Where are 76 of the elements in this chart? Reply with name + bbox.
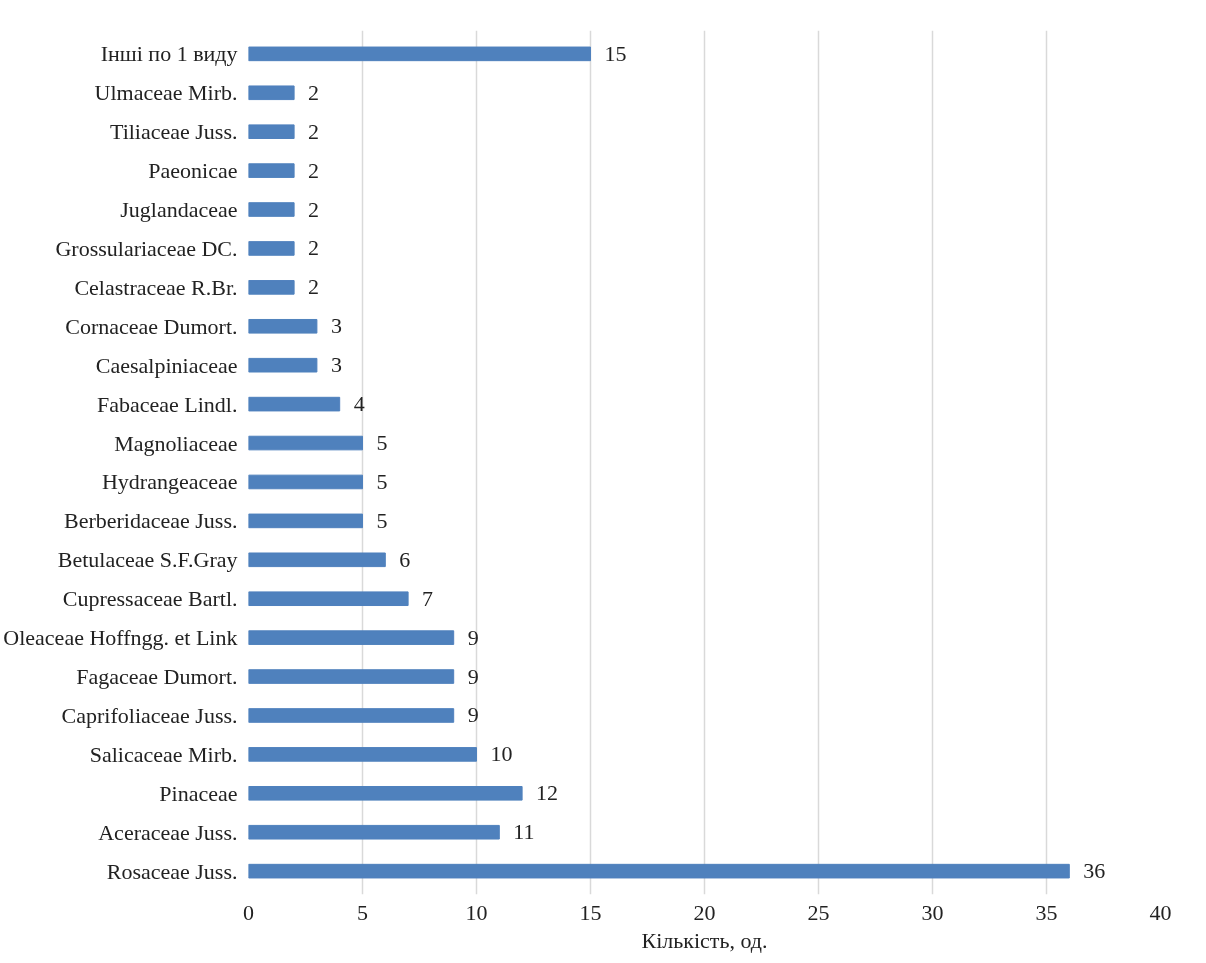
bar xyxy=(248,863,1070,879)
bar xyxy=(248,46,591,62)
y-tick-label: Paeonicae xyxy=(148,158,238,184)
y-tick-label: Hydrangeaceae xyxy=(101,469,238,495)
bar xyxy=(248,163,295,178)
y-tick-label: Magnoliaceae xyxy=(114,430,238,456)
data-label: 2 xyxy=(308,79,320,105)
data-label: 2 xyxy=(308,157,320,183)
y-tick-label: Rosaceae Juss. xyxy=(106,858,238,884)
bar xyxy=(248,318,318,334)
bar xyxy=(248,435,363,451)
y-tick-label: Betulaceae S.F.Gray xyxy=(57,547,238,573)
data-label: 3 xyxy=(330,313,342,339)
x-tick-label: 10 xyxy=(465,899,488,925)
y-tick-label: Tiliaceae Juss. xyxy=(109,119,238,145)
bar xyxy=(248,241,295,256)
y-tick-label: Cornaceae Dumort. xyxy=(65,313,238,339)
bar xyxy=(248,591,409,607)
x-tick-label: 20 xyxy=(693,899,716,925)
bar xyxy=(248,552,386,568)
data-label: 7 xyxy=(422,585,434,611)
bar xyxy=(248,202,295,217)
bar xyxy=(248,357,318,373)
x-tick-label: 15 xyxy=(579,899,602,925)
data-label: 5 xyxy=(376,507,388,533)
data-label: 2 xyxy=(308,118,320,144)
data-label: 2 xyxy=(308,235,320,261)
x-tick-label: 30 xyxy=(921,899,944,925)
data-label: 2 xyxy=(308,274,320,300)
x-tick-label: 25 xyxy=(807,899,830,925)
data-label: 5 xyxy=(376,430,388,456)
data-label: 15 xyxy=(604,40,627,66)
y-tick-label: Fabaceae Lindl. xyxy=(97,391,238,417)
y-tick-label: Oleaceae Hoffngg. et Link xyxy=(3,625,238,651)
data-label: 5 xyxy=(376,468,388,494)
bar xyxy=(248,124,295,139)
bar xyxy=(248,824,500,840)
y-tick-label: Cupressaceae Bartl. xyxy=(62,586,238,612)
bar xyxy=(248,669,455,684)
y-tick-label: Salicaceae Mirb. xyxy=(89,741,238,767)
y-tick-label: Celastraceae R.Br. xyxy=(74,274,238,300)
data-label: 9 xyxy=(467,624,479,650)
bar xyxy=(248,396,341,412)
x-tick-label: 35 xyxy=(1035,899,1058,925)
y-tick-label: Ulmaceae Mirb. xyxy=(94,80,238,106)
data-label: 3 xyxy=(330,352,342,378)
x-tick-label: 0 xyxy=(243,899,254,925)
bar xyxy=(248,85,295,101)
data-label: 6 xyxy=(399,546,411,572)
bar xyxy=(248,280,295,295)
y-tick-label: Pinaceae xyxy=(159,780,238,806)
bar xyxy=(248,786,523,801)
bar xyxy=(248,474,363,490)
x-tick-label: 40 xyxy=(1149,899,1172,925)
data-label: 10 xyxy=(490,741,513,767)
y-tick-label: Fagaceae Dumort. xyxy=(76,664,238,690)
bar xyxy=(248,747,477,762)
y-tick-label: Juglandaceae xyxy=(120,197,238,223)
data-label: 9 xyxy=(467,663,479,689)
bar xyxy=(248,708,455,723)
x-axis-title: Кількість, од. xyxy=(641,927,768,953)
bar xyxy=(248,630,455,645)
y-tick-label: Grossulariaceae DC. xyxy=(55,235,238,261)
x-tick-label: 5 xyxy=(357,899,368,925)
data-label: 11 xyxy=(513,819,535,845)
y-tick-label: Aceraceae Juss. xyxy=(98,819,238,845)
y-tick-label: Інші по 1 виду xyxy=(100,41,238,67)
y-tick-label: Caprifoliaceae Juss. xyxy=(61,702,238,728)
y-tick-label: Berberidaceae Juss. xyxy=(64,508,238,534)
bar xyxy=(248,513,363,529)
data-label: 9 xyxy=(467,702,479,728)
data-label: 4 xyxy=(353,391,365,417)
data-label: 2 xyxy=(308,196,320,222)
data-label: 12 xyxy=(536,780,559,806)
data-label: 36 xyxy=(1083,858,1106,884)
y-tick-label: Caesalpiniaceae xyxy=(95,352,238,378)
